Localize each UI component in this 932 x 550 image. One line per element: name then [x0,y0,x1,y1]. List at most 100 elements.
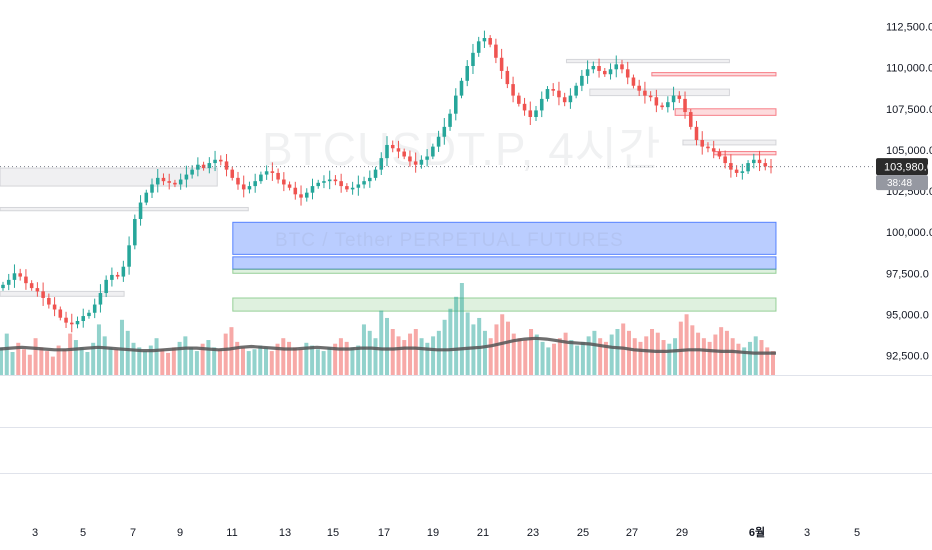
candle-body [459,80,464,96]
zone-red-6 [713,151,777,156]
candle-body [442,126,447,137]
volume-bar [771,351,775,375]
volume-bar [419,338,424,375]
volume-bar [505,321,510,375]
candle-body [488,38,492,45]
volume-bar [235,341,240,375]
volume-bar [10,352,15,375]
time-tick-label: 6월 [749,525,765,539]
candle-body [339,181,343,187]
volume-bar [431,336,436,375]
symbol-watermark: BTCUSDT.P, 4시간 [262,123,661,175]
candle-body [64,317,68,323]
candle-body [557,90,561,98]
time-tick-label: 5 [80,527,86,539]
candle-body [419,159,424,165]
time-tick-label: 17 [378,527,390,539]
candle-body [115,274,120,277]
volume-bar [177,341,182,375]
volume-bar [0,347,3,375]
volume-bar [413,329,418,375]
volume-bar [632,338,637,375]
candle-body [648,95,653,98]
candle-body [310,186,315,193]
zone-gray-12 [0,290,125,297]
candle-body [333,179,338,182]
candle-body [431,146,435,157]
volume-bar [171,347,176,375]
volume-bar [287,341,292,375]
volume-bar [73,340,78,375]
volume-bar [96,324,101,375]
volume-bar [269,351,274,375]
volume-bar [102,336,107,375]
volume-bar [56,345,61,375]
price-tick-label: 110,000.0 [886,63,932,75]
volume-bar [523,340,528,375]
volume-bar [143,351,148,375]
volume-bar [148,345,153,375]
zone-gray-11 [682,139,777,146]
candle-body [167,181,171,183]
candle-body [723,156,727,164]
candle-body [752,159,756,164]
volume-bar [408,333,413,375]
volume-bar [615,329,620,375]
candle-body [620,64,624,70]
candle-body [614,64,619,70]
volume-bar [183,336,188,375]
time-tick-label: 27 [626,527,638,539]
candle-body [643,90,647,96]
volume-bar [442,319,447,375]
volume-bar [338,338,343,375]
time-tick-label: 3 [32,527,38,539]
volume-bar [459,283,464,375]
volume-bar [552,343,557,375]
candle-body [150,184,154,193]
volume-bar [200,343,205,375]
volume-bar [258,345,263,375]
candle-body [436,136,441,147]
time-axis[interactable]: 3 5 7 9 11 13 15 17 19 21 23 25 27 29 6월 3 5 [32,525,860,539]
price-tick-label: 100,000.0 [886,227,932,239]
candle-body [499,57,504,71]
candle-body [413,161,418,165]
candle-body [299,194,303,198]
candle-body [517,95,521,104]
candle-body [373,169,378,178]
zone-gray-7 [0,167,218,187]
volume-bar [546,347,551,375]
candle-body [110,274,114,280]
volume-bar [471,324,476,375]
candle-body [425,156,429,160]
candle-body [608,69,613,75]
candle-body [368,177,372,182]
zone-green-3 [232,297,777,312]
candle-body [35,288,40,292]
volume-bar [586,336,591,375]
candle-body [597,66,601,71]
candle-body [247,186,252,190]
volume-bar [240,347,245,375]
candle-body [6,279,11,285]
price-axis[interactable]: 112,500.0110,000.0107,500.0105,000.0102,… [886,22,932,363]
volume-bar [62,349,67,375]
volume-bar [402,340,407,375]
candle-body [327,179,332,182]
volume-bar [252,349,257,375]
candle-body [98,293,103,305]
candle-body [345,186,349,190]
volume-bar [707,341,712,375]
volume-bar [367,330,372,375]
candle-body [75,321,80,325]
candle-body [356,184,361,188]
candle-body [1,284,5,289]
volume-bar [765,347,770,375]
volume-bar [592,330,597,375]
volume-bar [91,342,96,375]
zone-gray-8 [0,206,249,212]
candle-body [24,276,28,284]
candle-body [625,69,630,78]
volume-bar [315,349,320,375]
